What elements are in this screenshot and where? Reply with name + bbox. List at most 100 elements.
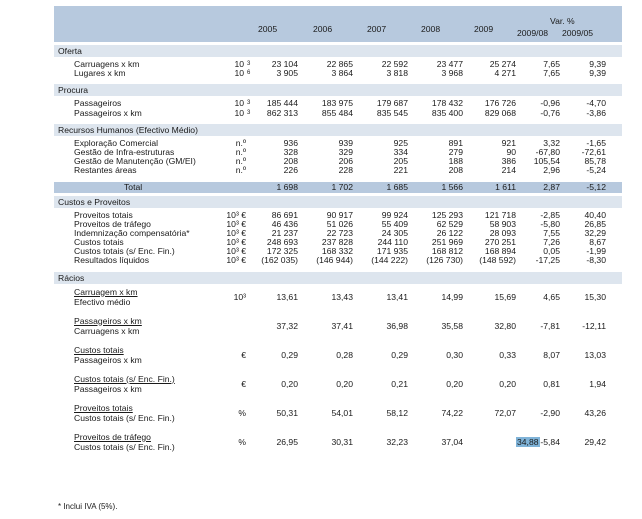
- row-label: Proveitos totais: [74, 209, 133, 220]
- row-label: Custos totais: [74, 237, 124, 248]
- cell-value: -17,25: [535, 255, 560, 266]
- cell-value: 14,99: [441, 291, 463, 302]
- year-2006: 2006: [313, 24, 333, 34]
- cell-value: -0,76: [540, 107, 560, 118]
- cell-value: 328: [283, 146, 298, 157]
- cell-value: 37,32: [276, 320, 298, 331]
- cell-value: 279: [448, 146, 463, 157]
- section-oferta: Oferta: [54, 45, 622, 57]
- cell-value: 0,05: [543, 246, 560, 257]
- cell-value: 251 969: [431, 237, 463, 248]
- cell-value: 13,03: [584, 349, 606, 360]
- cell-value: 7,26: [543, 237, 560, 248]
- cell-value: (144 222): [371, 255, 408, 266]
- total-label: Total: [124, 181, 143, 192]
- unit-label: n.º: [235, 156, 246, 167]
- unit-label: n.º: [235, 165, 246, 176]
- cell-value: 226: [283, 165, 298, 176]
- cell-value: 74,22: [441, 407, 463, 418]
- table-row: Gestão de Manutenção (GM/EI) n.º 208 206 205…: [54, 156, 622, 167]
- cell-value: 15,69: [494, 291, 516, 302]
- ratio-row: Carruagem x km Efectivo médio 10³ 13,61 13,4…: [54, 287, 622, 316]
- cell-value: 22 865: [326, 59, 353, 69]
- cell-value: 15,30: [584, 291, 606, 302]
- table-row: Gestão de Infra-estruturas n.º 328 329 334 27…: [54, 146, 622, 157]
- cell-value: 50,31: [276, 407, 298, 418]
- cell-value: 99 924: [381, 209, 408, 220]
- total-row: Total 1 698 1 702 1 685 1 566 1 611 2,87 -5,12: [54, 181, 622, 193]
- ratio-row: Custos totais (s/ Enc. Fin.) Passageiros …: [54, 374, 622, 403]
- cell-value: 3,32: [543, 137, 560, 148]
- ratio-numerator: Carruagem x km: [74, 286, 138, 297]
- cell-value: 835 545: [376, 107, 408, 118]
- table-row: Exploração Comercial n.º 936 939 925 891 921 3,…: [54, 137, 622, 148]
- cell-value: 835 400: [431, 107, 463, 118]
- cell-value: 54,01: [331, 407, 353, 418]
- cell-value: 939: [338, 137, 353, 148]
- section-recursos-humanos: Recursos Humanos (Efectivo Médio): [54, 123, 622, 136]
- cell-value: -67,80: [535, 146, 560, 157]
- cell-value: -7,81: [540, 320, 560, 331]
- row-label: Custos totais (s/ Enc. Fin.): [74, 246, 175, 257]
- table-row: Carruagens x km 10 3 23 104 22 865 22 592 23 4…: [54, 59, 622, 69]
- cell-value: 62 529: [436, 218, 463, 229]
- cell-value: 3 864: [331, 68, 353, 79]
- table-row: Lugares x km 10 6 3 905 3 864 3 818 3 968 4 271…: [54, 68, 622, 79]
- cell-value: 43,26: [584, 407, 606, 418]
- total-value: 1 566: [441, 181, 463, 192]
- cell-value: 22 592: [381, 59, 408, 69]
- cell-value: 0,30: [446, 349, 463, 360]
- cell-value: 85,78: [584, 156, 606, 167]
- ratio-numerator: Custos totais: [74, 344, 124, 355]
- ratio-denominator: Passageiros x km: [74, 383, 142, 394]
- table-row: Indemnização compensatória* 10³ € 21 237 22…: [54, 227, 622, 238]
- cell-value: (126 730): [426, 255, 463, 266]
- row-label: Proveitos de tráfego: [74, 218, 151, 229]
- unit-label: %: [238, 436, 246, 447]
- cell-value: -5,80: [540, 218, 560, 229]
- ratio-numerator: Custos totais (s/ Enc. Fin.): [74, 373, 175, 384]
- cell-value: 237 828: [321, 237, 353, 248]
- table-row: Passageiros 10 3 185 444 183 975 179 687 178 4…: [54, 99, 622, 108]
- unit-label: 10³ €: [226, 237, 246, 248]
- table-row: Custos totais 10³ € 248 693 237 828 244 110 2…: [54, 237, 622, 248]
- row-label: Resultados líquidos: [74, 255, 150, 266]
- unit-exponent: 6: [247, 70, 251, 77]
- row-label: Carruagens x km: [74, 59, 140, 69]
- cell-value: 221: [393, 165, 408, 176]
- cell-value: 0,29: [391, 349, 408, 360]
- cell-value: 32,29: [584, 227, 606, 238]
- cell-value: 3 905: [276, 68, 298, 79]
- cell-value: 0,29: [281, 349, 298, 360]
- cell-value: 329: [338, 146, 353, 157]
- cell-value: 32,23: [386, 436, 408, 447]
- cell-value: 21 237: [271, 227, 298, 238]
- table-row: Restantes áreas n.º 226 228 221 208 214 2,96 -5,…: [54, 166, 622, 175]
- ratio-row: Proveitos de tráfego Custos totais (s/ En…: [54, 432, 622, 461]
- unit-label: n.º: [235, 146, 246, 157]
- cell-value: 40,40: [584, 209, 606, 220]
- cell-value: 28 093: [489, 227, 516, 238]
- cell-value: 13,61: [276, 291, 298, 302]
- cell-value: 248 693: [266, 237, 298, 248]
- unit-label: 10³ €: [226, 227, 246, 238]
- unit-label: 10: [234, 107, 244, 118]
- statistics-table: 2005 2006 2007 2008 2009 Var. % 2009/08 …: [54, 6, 622, 461]
- cell-value: 37,04: [441, 436, 463, 447]
- cell-value: 0,20: [336, 378, 353, 389]
- cell-value: 0,81: [543, 378, 560, 389]
- cell-value: 51 026: [326, 218, 353, 229]
- section-custos-proveitos: Custos e Proveitos: [54, 195, 622, 208]
- cell-value: 36,98: [386, 320, 408, 331]
- var-title: Var. %: [550, 16, 575, 26]
- table-header: 2005 2006 2007 2008 2009 Var. % 2009/08 …: [54, 6, 622, 42]
- unit-exponent: 3: [247, 61, 251, 67]
- cell-value: 23 104: [271, 59, 298, 69]
- cell-value: 4,65: [543, 291, 560, 302]
- unit-label: €: [241, 349, 246, 360]
- cell-value: 8,67: [589, 237, 606, 248]
- cell-value: 208: [283, 156, 298, 167]
- unit-label: €: [241, 378, 246, 389]
- year-2007: 2007: [367, 24, 387, 34]
- ratio-row: Custos totais Passageiros x km €0,29 0,28 0,…: [54, 345, 622, 374]
